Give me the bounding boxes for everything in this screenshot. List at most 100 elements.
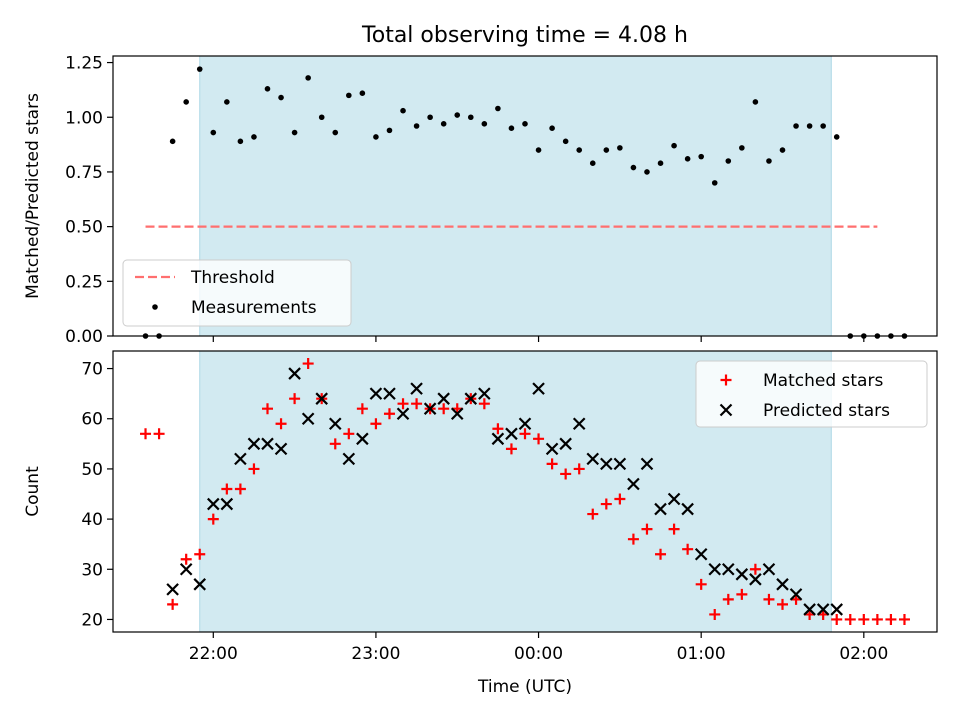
data-point <box>315 392 328 405</box>
data-point <box>617 145 623 151</box>
data-point <box>627 533 639 545</box>
legend-label: Measurements <box>191 298 317 318</box>
data-point <box>153 428 165 440</box>
legend-swatch <box>719 403 733 417</box>
data-point <box>739 145 745 151</box>
y-tick-label: 70 <box>81 360 103 380</box>
data-point <box>369 387 383 400</box>
data-point <box>251 134 257 140</box>
data-point <box>478 398 490 410</box>
data-point <box>264 86 271 92</box>
data-point <box>288 367 301 380</box>
data-point <box>562 138 569 145</box>
data-point <box>600 457 613 471</box>
data-point <box>752 99 759 105</box>
data-point <box>207 497 220 511</box>
data-point <box>454 112 461 118</box>
data-point <box>803 603 816 616</box>
data-point <box>736 588 748 600</box>
axes-frame <box>112 350 938 633</box>
data-point <box>491 432 505 446</box>
data-point <box>749 563 761 575</box>
data-point <box>359 90 366 96</box>
data-point <box>400 107 406 114</box>
data-point <box>858 613 870 625</box>
data-point <box>641 523 653 535</box>
legend-box <box>695 360 928 428</box>
data-point <box>549 125 555 131</box>
data-point <box>871 613 883 625</box>
data-point <box>654 502 667 516</box>
data-point <box>779 147 786 153</box>
legend-label: Matched stars <box>763 371 883 391</box>
series-predicted-stars <box>166 367 843 616</box>
data-point <box>518 417 532 431</box>
data-point <box>777 598 788 610</box>
data-point <box>262 403 273 415</box>
data-point <box>278 94 284 101</box>
data-point <box>495 105 501 112</box>
y-tick-label: 30 <box>81 560 103 580</box>
data-point <box>763 593 775 605</box>
x-tick-label: 02:00 <box>839 644 888 664</box>
data-point <box>305 75 311 81</box>
data-point <box>342 452 356 466</box>
data-point <box>589 160 596 166</box>
data-point <box>793 123 799 129</box>
data-point <box>302 358 314 370</box>
data-point <box>179 562 193 576</box>
data-point <box>725 158 732 164</box>
data-point <box>234 483 246 495</box>
panel-2: 20 30 40 50 60 70 22:00 23:00 00:00 01:00 02:00 Cou… <box>23 350 938 697</box>
data-point <box>587 508 599 520</box>
y-axis-label: Matched/Predicted stars <box>23 93 43 299</box>
data-point <box>221 483 233 495</box>
data-point <box>481 121 488 127</box>
data-point <box>694 547 708 561</box>
series-matched-stars <box>140 358 910 625</box>
data-point <box>885 613 897 625</box>
data-point <box>291 129 298 136</box>
data-point <box>224 99 230 105</box>
y-tick-label: 1.00 <box>65 108 103 128</box>
data-point <box>397 398 409 410</box>
y-tick-label: 20 <box>81 610 103 630</box>
data-point <box>559 437 572 451</box>
legend-label: Predicted stars <box>763 401 890 421</box>
data-point <box>220 497 234 511</box>
data-point <box>508 125 515 131</box>
data-point <box>332 129 339 136</box>
data-point <box>644 169 650 175</box>
data-point <box>318 114 325 121</box>
data-point <box>695 578 707 590</box>
legend: Threshold Measurements <box>122 259 352 327</box>
data-point <box>423 402 437 415</box>
data-point <box>830 603 843 616</box>
data-point <box>440 121 447 127</box>
data-point <box>410 382 423 395</box>
y-tick-label: 40 <box>81 510 103 530</box>
data-point <box>586 452 600 466</box>
data-point <box>572 417 586 431</box>
data-point <box>545 442 559 456</box>
data-point <box>234 452 247 466</box>
data-point <box>573 463 585 475</box>
data-point <box>533 433 545 445</box>
data-point <box>614 493 626 505</box>
data-point <box>816 603 830 616</box>
x-tick-label: 00:00 <box>514 644 563 664</box>
data-point <box>464 392 478 405</box>
data-point <box>613 457 627 471</box>
data-point <box>505 443 517 455</box>
legend-swatch <box>720 374 732 386</box>
data-point <box>210 129 217 136</box>
data-point <box>478 387 491 400</box>
data-point <box>682 543 694 555</box>
data-point <box>532 382 545 395</box>
data-point <box>411 398 423 410</box>
data-point <box>183 99 189 105</box>
data-point <box>789 588 803 601</box>
x-axis-label: Time (UTC) <box>477 677 572 697</box>
y-tick-label: 50 <box>81 460 103 480</box>
y-tick-label: 0.25 <box>65 272 103 292</box>
